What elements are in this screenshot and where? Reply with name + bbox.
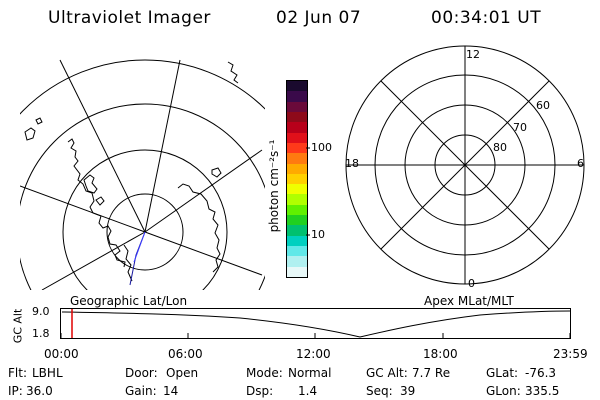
colorbar-segment: [287, 215, 307, 226]
colorbar-tick-10: 10: [311, 228, 325, 241]
colorbar-segment: [287, 142, 307, 154]
coastline: [211, 167, 222, 178]
timeline-xtick-0000: 00:00: [44, 347, 79, 361]
coastline: [24, 127, 36, 141]
status-dsp-value: 1.4: [298, 384, 318, 398]
meridian-line: [59, 59, 146, 233]
altitude-curve: [61, 310, 571, 338]
lat-circle: [20, 59, 265, 115]
colorbar-segment: [287, 204, 307, 216]
status-ip-label: IP:: [8, 384, 23, 398]
meridian-line: [41, 231, 146, 290]
mlat-label-80: 80: [493, 141, 507, 154]
timeline-ytick-1.8: 1.8: [32, 327, 50, 340]
status-door-value: Open: [166, 366, 199, 380]
apex-caption: Apex MLat/MLT: [424, 294, 514, 308]
coastline: [67, 138, 126, 268]
mlt-label-6: 6: [577, 157, 584, 170]
coastline: [35, 117, 43, 125]
coastline: [123, 244, 133, 282]
mlat-label-60: 60: [536, 99, 550, 112]
geographic-map: [20, 59, 265, 290]
colorbar-segment: [287, 81, 307, 92]
timeline-ytick-9: 9.0: [32, 305, 50, 318]
meridian-line: [144, 59, 181, 233]
colorbar-segment: [287, 194, 307, 205]
colorbar-segment: [287, 122, 307, 133]
status-glat-value: -76.3: [525, 366, 557, 380]
timeline-axis-label: GC Alt: [11, 308, 25, 344]
status-seq-value: 39: [400, 384, 416, 398]
timeline-xtick-1200: 12:00: [296, 347, 331, 361]
coastline: [177, 183, 221, 273]
status-gcalt-value: 7.7 Re: [412, 366, 451, 380]
timeline-xtick-1800: 18:00: [423, 347, 458, 361]
status-glon-label: GLon:: [486, 384, 521, 398]
colorbar-unit-label: photon cm⁻²s⁻¹: [267, 139, 281, 233]
status-mode-value: Normal: [288, 366, 332, 380]
colorbar: [286, 80, 308, 278]
apex-mlat-mlt-dial: [345, 45, 585, 285]
status-glat-label: GLat:: [486, 366, 519, 380]
lat-circle: [20, 103, 265, 290]
meridian-line: [144, 231, 263, 276]
date-label: 02 Jun 07: [276, 8, 362, 28]
status-seq-label: Seq:: [366, 384, 393, 398]
mlt-label-12: 12: [466, 48, 480, 61]
status-gain-value: 14: [163, 384, 179, 398]
colorbar-segment: [287, 266, 307, 277]
status-glon-value: 335.5: [525, 384, 560, 398]
status-gain-label: Gain:: [125, 384, 157, 398]
mlt-label-18: 18: [345, 157, 359, 170]
colorbar-segment: [287, 132, 307, 143]
mlat-label-70: 70: [513, 121, 527, 134]
status-dsp-label: Dsp:: [246, 384, 274, 398]
colorbar-segment: [287, 173, 307, 185]
time-label: 00:34:01 UT: [431, 8, 542, 28]
colorbar-segment: [287, 225, 307, 236]
mlt-line: [380, 80, 550, 250]
lat-circle: [106, 193, 184, 271]
status-mode-label: Mode:: [246, 366, 283, 380]
mlt-label-0: 0: [468, 277, 475, 290]
colorbar-segment: [287, 91, 307, 102]
instrument-title: Ultraviolet Imager: [48, 8, 211, 28]
colorbar-tick-100: 100: [311, 141, 332, 154]
colorbar-segment: [287, 235, 307, 246]
status-door-label: Door:: [125, 366, 158, 380]
colorbar-segment: [287, 163, 307, 174]
colorbar-segment: [287, 184, 307, 195]
status-ip-value: 36.0: [26, 384, 53, 398]
coastline: [83, 174, 98, 194]
status-flt-value: LBHL: [32, 366, 63, 380]
ground-track: [129, 231, 146, 286]
meridian-line: [20, 185, 146, 233]
colorbar-segment: [287, 101, 307, 112]
colorbar-ticks: [306, 147, 310, 236]
status-gcalt-label: GC Alt:: [366, 366, 408, 380]
colorbar-segment: [287, 153, 307, 164]
timeline-xtick-2359: 23:59: [553, 347, 588, 361]
colorbar-segment: [287, 111, 307, 123]
altitude-timeline: [60, 308, 571, 339]
lat-circle: [62, 149, 228, 290]
colorbar-segment: [287, 256, 307, 267]
ground-track-segment: [133, 231, 146, 263]
coastline: [95, 196, 105, 206]
coastline: [227, 61, 239, 84]
meridian-line: [144, 149, 263, 233]
geographic-caption: Geographic Lat/Lon: [70, 294, 188, 308]
timeline-xtick-0600: 06:00: [168, 347, 203, 361]
colorbar-segment: [287, 246, 307, 257]
status-flt-label: Flt:: [8, 366, 27, 380]
